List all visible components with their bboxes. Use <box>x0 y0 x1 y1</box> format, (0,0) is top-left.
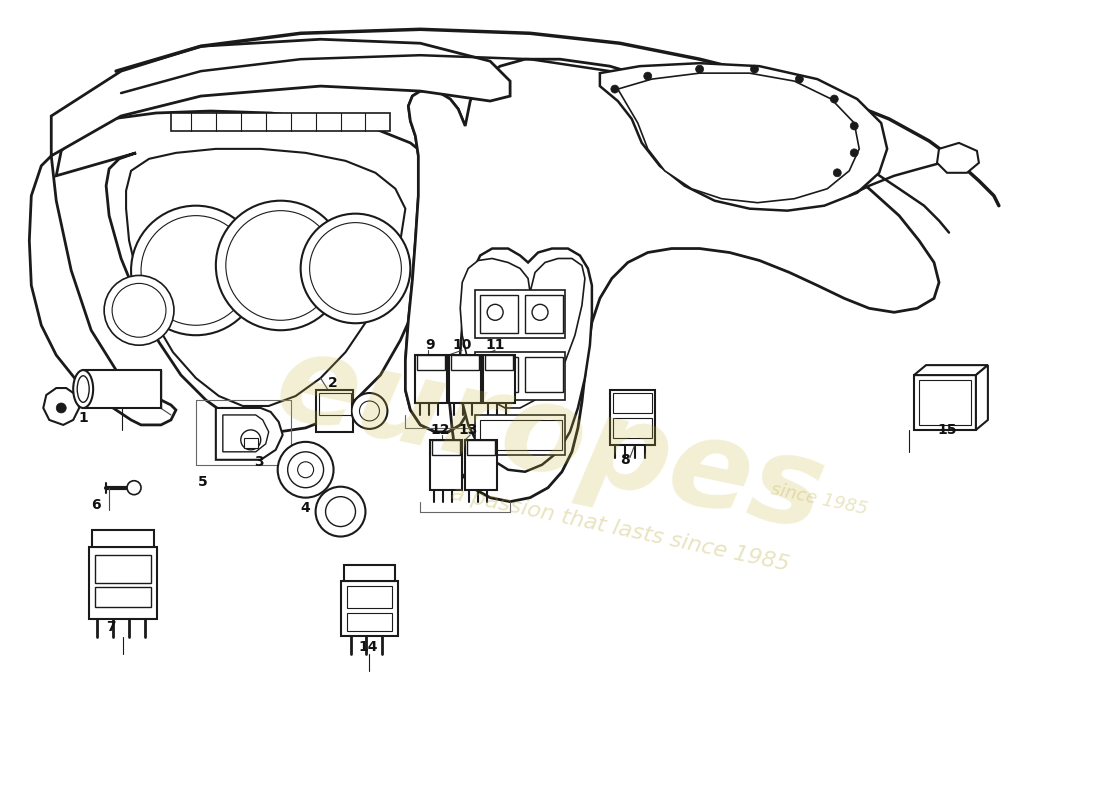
Polygon shape <box>976 365 988 430</box>
Bar <box>525 295 563 334</box>
Polygon shape <box>52 39 510 156</box>
Bar <box>346 586 393 608</box>
Ellipse shape <box>77 376 89 402</box>
Bar <box>244 438 257 448</box>
Circle shape <box>830 95 838 103</box>
Text: 1: 1 <box>78 411 88 425</box>
Polygon shape <box>460 258 585 408</box>
Polygon shape <box>406 59 939 502</box>
Polygon shape <box>406 91 470 432</box>
Polygon shape <box>618 73 859 202</box>
Polygon shape <box>914 375 976 430</box>
Circle shape <box>216 201 345 330</box>
Circle shape <box>316 486 365 537</box>
Polygon shape <box>223 415 268 452</box>
Circle shape <box>644 72 651 80</box>
Circle shape <box>610 85 619 93</box>
Polygon shape <box>56 111 440 432</box>
Bar <box>92 530 154 547</box>
Polygon shape <box>483 355 515 403</box>
Polygon shape <box>30 156 176 425</box>
Polygon shape <box>449 355 481 403</box>
Text: 2: 2 <box>328 376 338 390</box>
Polygon shape <box>937 143 979 173</box>
Circle shape <box>104 275 174 345</box>
Bar <box>96 555 151 583</box>
Polygon shape <box>416 355 448 403</box>
Text: 7: 7 <box>107 620 116 634</box>
Bar <box>84 370 161 408</box>
Circle shape <box>795 75 803 83</box>
Bar <box>341 582 398 636</box>
Circle shape <box>298 462 314 478</box>
Bar <box>96 587 151 607</box>
Bar <box>475 352 565 400</box>
Circle shape <box>326 497 355 526</box>
Polygon shape <box>432 440 460 455</box>
Polygon shape <box>460 249 592 472</box>
Text: 13: 13 <box>459 423 477 437</box>
Bar <box>343 566 395 582</box>
Circle shape <box>487 304 503 320</box>
Circle shape <box>850 122 858 130</box>
Circle shape <box>128 481 141 494</box>
Circle shape <box>56 403 66 413</box>
Polygon shape <box>914 365 988 375</box>
Circle shape <box>360 401 379 421</box>
Polygon shape <box>485 355 513 370</box>
Circle shape <box>850 149 858 157</box>
Circle shape <box>129 370 149 390</box>
Bar <box>613 393 651 413</box>
Circle shape <box>131 206 261 335</box>
Polygon shape <box>430 440 462 490</box>
Polygon shape <box>468 440 495 455</box>
Circle shape <box>695 65 704 73</box>
Bar <box>346 614 393 631</box>
Bar <box>89 547 157 619</box>
Text: 11: 11 <box>485 338 505 352</box>
Circle shape <box>300 214 410 323</box>
Bar <box>316 390 353 432</box>
Circle shape <box>129 385 149 405</box>
Polygon shape <box>126 149 406 406</box>
Text: 8: 8 <box>620 453 629 466</box>
Circle shape <box>834 169 842 177</box>
Text: 3: 3 <box>254 454 264 469</box>
Polygon shape <box>417 355 446 370</box>
Bar <box>481 295 518 334</box>
Circle shape <box>288 452 323 488</box>
Text: 4: 4 <box>300 501 310 514</box>
Bar <box>475 415 565 455</box>
Text: 9: 9 <box>426 338 436 352</box>
Polygon shape <box>609 390 654 445</box>
Bar <box>525 357 563 392</box>
Bar <box>613 418 651 438</box>
Text: europes: europes <box>265 325 835 555</box>
Bar <box>475 290 565 338</box>
Text: 10: 10 <box>452 338 472 352</box>
Text: 12: 12 <box>430 423 450 437</box>
Polygon shape <box>216 408 283 460</box>
Polygon shape <box>600 63 887 210</box>
Bar <box>481 357 518 392</box>
Polygon shape <box>43 388 79 425</box>
Circle shape <box>750 65 759 73</box>
Circle shape <box>241 430 261 450</box>
Text: 15: 15 <box>937 423 957 437</box>
Text: 14: 14 <box>359 640 378 654</box>
Text: 5: 5 <box>198 474 208 489</box>
Bar <box>920 380 971 425</box>
Bar <box>319 393 351 415</box>
Circle shape <box>532 304 548 320</box>
Text: 6: 6 <box>91 498 101 512</box>
Polygon shape <box>451 355 480 370</box>
Bar <box>481 420 562 450</box>
Text: a passion that lasts since 1985: a passion that lasts since 1985 <box>449 484 791 575</box>
Bar <box>170 113 390 131</box>
Polygon shape <box>465 440 497 490</box>
Circle shape <box>352 393 387 429</box>
Circle shape <box>277 442 333 498</box>
Ellipse shape <box>74 370 94 408</box>
Text: since 1985: since 1985 <box>769 481 869 518</box>
